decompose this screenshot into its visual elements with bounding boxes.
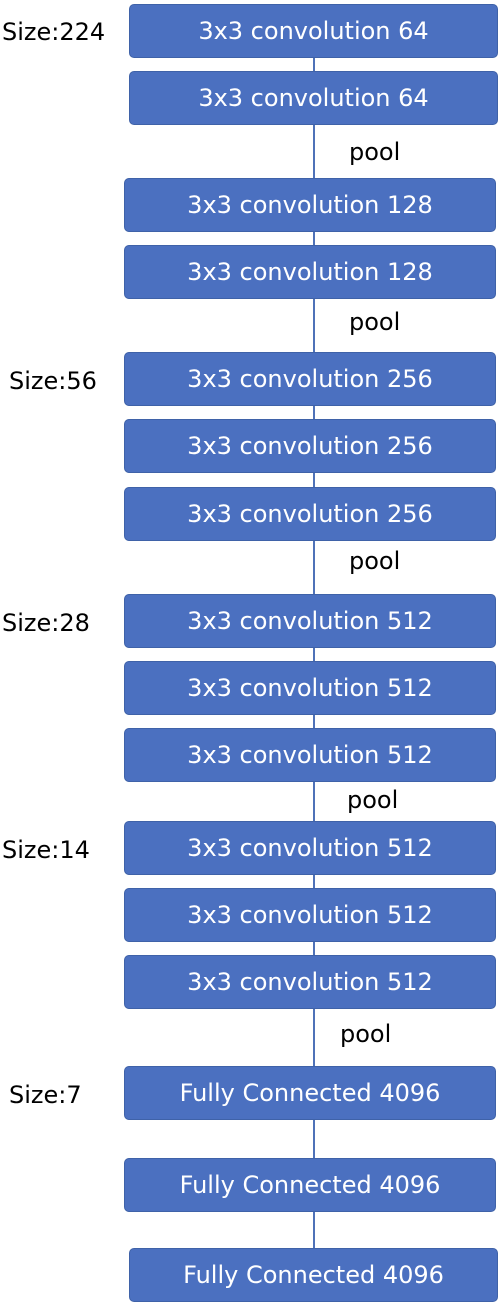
layer-box-conv-128-1: 3x3 convolution 128	[124, 178, 496, 232]
layer-box-conv-256-3: 3x3 convolution 256	[124, 487, 496, 541]
layer-box-conv-256-1: 3x3 convolution 256	[124, 352, 496, 406]
pool-label: pool	[340, 1020, 392, 1048]
layer-box-conv-512-1: 3x3 convolution 512	[124, 594, 496, 648]
pool-label: pool	[347, 786, 399, 814]
layer-box-conv-512-4: 3x3 convolution 512	[124, 821, 496, 875]
size-label-28: Size:28	[2, 609, 90, 637]
layer-box-conv-64-2: 3x3 convolution 64	[129, 71, 498, 125]
layer-box-conv-512-3: 3x3 convolution 512	[124, 728, 496, 782]
layer-box-conv-512-5: 3x3 convolution 512	[124, 888, 496, 942]
layer-box-fc-4096-3: Fully Connected 4096	[129, 1248, 498, 1302]
layer-box-fc-4096-1: Fully Connected 4096	[124, 1066, 496, 1120]
size-label-56: Size:56	[9, 367, 97, 395]
size-label-7: Size:7	[9, 1081, 82, 1109]
layer-box-conv-128-2: 3x3 convolution 128	[124, 245, 496, 299]
layer-box-fc-4096-2: Fully Connected 4096	[124, 1158, 496, 1212]
layer-box-conv-512-2: 3x3 convolution 512	[124, 661, 496, 715]
pool-label: pool	[349, 547, 401, 575]
size-label-14: Size:14	[2, 836, 90, 864]
size-label-224: Size:224	[2, 18, 106, 46]
layer-box-conv-512-6: 3x3 convolution 512	[124, 955, 496, 1009]
pool-label: pool	[349, 138, 401, 166]
layer-box-conv-256-2: 3x3 convolution 256	[124, 419, 496, 473]
pool-label: pool	[349, 308, 401, 336]
connector-line	[313, 40, 315, 1280]
layer-box-conv-64-1: 3x3 convolution 64	[129, 4, 498, 58]
